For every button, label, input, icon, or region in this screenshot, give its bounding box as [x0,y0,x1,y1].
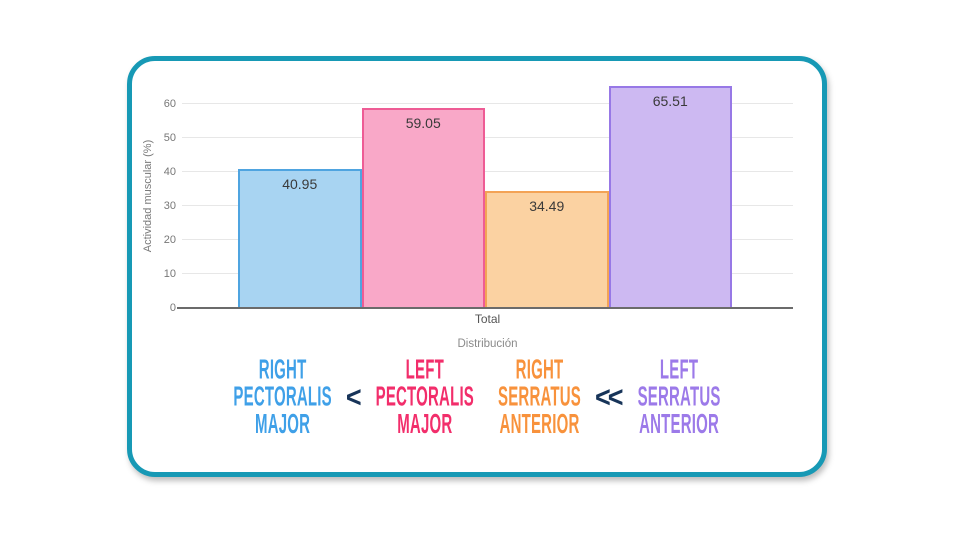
bar-right-serratus-anterior[interactable]: 34.49 [485,190,609,308]
bar-right-pectoralis-major[interactable]: 40.95 [238,169,362,308]
bar-value-label: 65.51 [652,92,688,109]
y-tick-30: 30 [163,200,176,213]
comparison-label-line: PECTORALIS [375,381,475,413]
comparison-label-left-pectoralis-major: LEFT PECTORALIS MAJOR [376,356,474,438]
bar-left-serratus-anterior[interactable]: 65.51 [608,85,732,308]
comparison-label-line: RIGHT [515,354,564,386]
bar-left-pectoralis-major[interactable]: 59.05 [361,107,485,308]
bar-value-label: 34.49 [529,197,565,214]
x-axis-line [177,307,793,309]
y-tick-40: 40 [163,166,176,179]
comparison-operator-less-than: < [345,379,362,413]
comparison-label-line: PECTORALIS [233,381,332,413]
comparison-label-right-serratus-anterior: RIGHT SERRATUS ANTERIOR [498,356,581,438]
comparison-label-line: SERRATUS [498,381,582,413]
plot-area: 0 10 20 30 40 50 60 40.95 59.05 34.49 65.51 [164,84,793,314]
y-tick-0: 0 [169,302,176,314]
comparison-label-line: SERRATUS [637,381,721,413]
comparison-row: RIGHT PECTORALIS MAJOR < LEFT PECTORALIS MAJOR… [132,349,822,445]
x-axis-title: Distribución [457,338,518,350]
comparison-label-left-serratus-anterior: LEFT SERRATUS ANTERIOR [638,356,721,438]
x-category-label: Total [474,312,501,326]
y-tick-10: 10 [163,268,176,281]
comparison-label-line: LEFT [659,354,699,386]
bar-value-label: 40.95 [282,176,318,193]
comparison-label-line: MAJOR [255,408,311,440]
chart-card: Actividad muscular (%) 0 10 20 30 40 50 60 40.… [127,56,827,477]
comparison-operator-much-less-than: << [595,379,624,413]
gridline-60 [182,103,793,105]
gridline-40 [182,171,793,173]
y-tick-60: 60 [163,98,176,111]
gridline-50 [182,137,793,139]
comparison-label-right-pectoralis-major: RIGHT PECTORALIS MAJOR [233,356,331,438]
comparison-label-line: ANTERIOR [639,408,720,440]
bar-value-label: 59.05 [405,114,441,131]
y-tick-50: 50 [163,132,176,145]
comparison-label-line: LEFT [405,354,444,386]
comparison-label-line: MAJOR [397,408,453,440]
y-tick-20: 20 [163,234,176,247]
comparison-label-line: RIGHT [258,354,307,386]
comparison-label-line: ANTERIOR [499,408,580,440]
